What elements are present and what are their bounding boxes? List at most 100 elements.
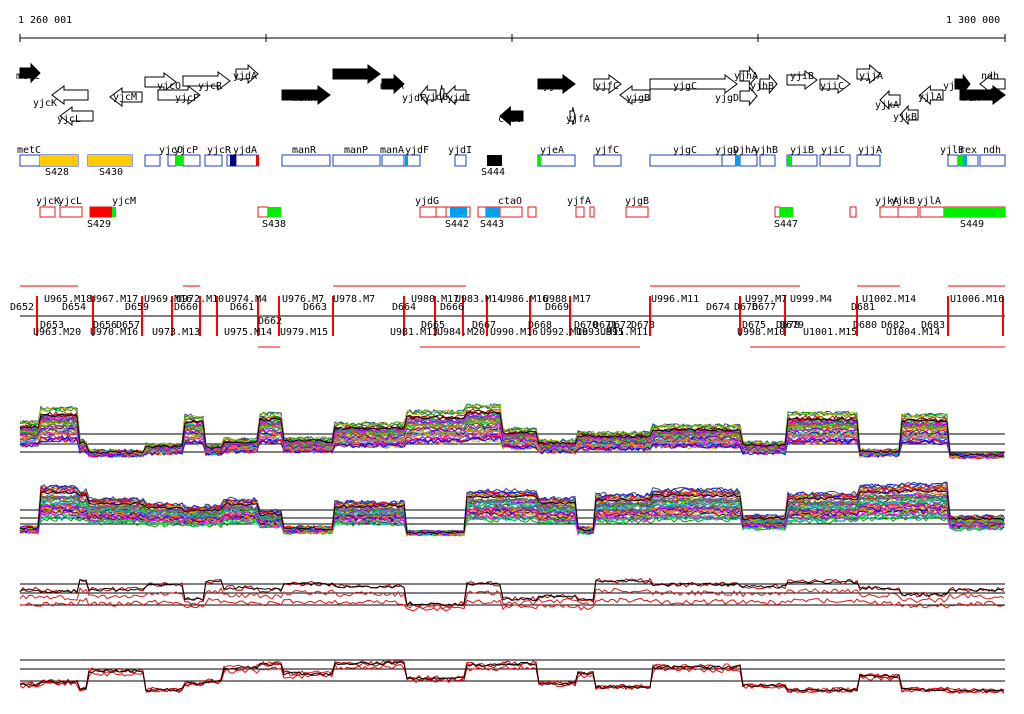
sense-feature-box[interactable] xyxy=(721,154,738,167)
gene-yjgD[interactable]: yjgD xyxy=(715,85,758,107)
profile-line xyxy=(19,587,1005,610)
upshift-label: U990.M16 xyxy=(490,327,538,338)
downshift-label: D680 xyxy=(853,320,877,331)
sense-feature-box[interactable] xyxy=(649,154,723,167)
gene-label: yjeA xyxy=(543,81,567,92)
sense-feature-box[interactable] xyxy=(537,154,576,167)
upshift-label: U1001.M15 xyxy=(803,327,857,338)
gene-manR[interactable]: manR xyxy=(281,85,331,105)
sense-feature-box[interactable] xyxy=(454,154,467,167)
gene-yjjA[interactable]: yjjA xyxy=(856,63,883,85)
antisense-feature-box[interactable] xyxy=(59,206,83,218)
antisense-feature-box[interactable] xyxy=(39,206,56,218)
gene-yjhB[interactable]: yjhB xyxy=(750,73,778,95)
gene-yjiB[interactable]: yjiB xyxy=(786,70,818,90)
sense-feature-box[interactable] xyxy=(182,154,201,167)
antisense-feature-box[interactable] xyxy=(849,206,857,218)
gene-yjdG[interactable]: yjdG xyxy=(424,84,448,104)
gene-yjhA[interactable]: yjhA xyxy=(734,65,758,87)
gene-yjcO[interactable]: yjcO xyxy=(144,72,181,92)
gene-yjlA[interactable]: yjlA xyxy=(918,84,944,106)
gene-yjkB[interactable]: yjkB xyxy=(893,104,919,126)
antisense-feature-box[interactable] xyxy=(527,206,537,218)
sense-feature-box[interactable] xyxy=(403,154,421,167)
antisense-feature-box[interactable] xyxy=(879,206,899,218)
upshift-label: U970.M16 xyxy=(90,327,138,338)
gene-yjkA[interactable]: yjkA xyxy=(875,89,901,111)
antisense-feature-box[interactable] xyxy=(774,206,781,218)
gene-label: yjcP xyxy=(175,93,199,104)
antisense-feature-box[interactable] xyxy=(435,206,447,218)
upshift-label: U1002.M14 xyxy=(862,294,916,305)
sense-feature-box[interactable] xyxy=(739,154,758,167)
profile-line xyxy=(19,510,1005,537)
sense-feature-box[interactable] xyxy=(856,154,881,167)
gene-arrow xyxy=(419,84,437,106)
downshift-label: D674 xyxy=(706,302,730,313)
gene-yjgC[interactable]: yjgC xyxy=(649,74,738,94)
profile-envelope xyxy=(19,410,1005,458)
sense-feature-box[interactable] xyxy=(947,154,959,167)
gene-yjfC[interactable]: yjfC xyxy=(593,74,622,94)
antisense-feature-box[interactable] xyxy=(257,206,269,218)
gene-label: yjdG xyxy=(424,92,448,103)
gene-ctaO[interactable]: ctaO xyxy=(498,105,524,127)
gene-label: yjdA xyxy=(233,71,257,82)
gene-manP[interactable]: manP xyxy=(332,64,381,84)
gene-yjcK[interactable]: yjcK xyxy=(33,85,89,109)
sense-feature-box[interactable] xyxy=(819,154,851,167)
gene-yjdF[interactable]: yjdF xyxy=(402,84,437,106)
gene-arrow xyxy=(332,64,381,84)
gene-label: ctaO xyxy=(498,114,522,125)
antisense-feature-box[interactable] xyxy=(575,206,585,218)
antisense-feature-box[interactable] xyxy=(919,206,945,218)
sense-feature-box[interactable] xyxy=(979,154,1006,167)
segment-fill xyxy=(538,155,541,166)
sense-feature-box[interactable] xyxy=(19,154,41,167)
downshift-label: D654 xyxy=(62,302,86,313)
sense-feature-label: yjfC xyxy=(595,145,619,156)
downshift-label: D675 xyxy=(742,320,766,331)
gene-label: yjhA xyxy=(734,71,758,82)
upshift-label: U996.M11 xyxy=(651,294,699,305)
antisense-feature-box[interactable] xyxy=(499,206,523,218)
sense-feature-box[interactable] xyxy=(144,154,161,167)
gene-ndh[interactable]: ndh xyxy=(959,71,1006,105)
downshift-label: D667 xyxy=(472,320,496,331)
gene-yjdI[interactable]: yjdI xyxy=(445,84,471,106)
gene-yjdA[interactable]: yjdA xyxy=(233,63,259,85)
gene-yjgB[interactable]: yjgB xyxy=(619,85,651,105)
antisense-feature-box[interactable] xyxy=(589,206,595,218)
sense-feature-box[interactable] xyxy=(332,154,381,167)
upshift-label: U997.M7 xyxy=(745,294,787,305)
gene-yjlB[interactable]: yjlB xyxy=(943,73,971,95)
gene-yjiC[interactable]: yjiC xyxy=(819,74,851,94)
antisense-feature-box[interactable] xyxy=(897,206,919,218)
gene-yjfA[interactable]: yjfA xyxy=(566,106,590,126)
gene-label: yjhB xyxy=(750,81,774,92)
antisense-feature-box[interactable] xyxy=(419,206,437,218)
antisense-segment-id: S429 xyxy=(87,219,111,230)
gene-yjcL[interactable]: yjcL xyxy=(57,106,94,126)
sense-feature-box[interactable] xyxy=(381,154,405,167)
gene-yjcM[interactable]: yjcM xyxy=(109,87,143,107)
sense-feature-box[interactable] xyxy=(759,154,776,167)
sense-feature-box[interactable] xyxy=(281,154,331,167)
sense-feature-box[interactable] xyxy=(593,154,622,167)
gene-yjcP[interactable]: yjcP xyxy=(157,85,201,105)
gene-arrow xyxy=(819,74,851,94)
antisense-feature-box[interactable] xyxy=(625,206,649,218)
sense-feature-box[interactable] xyxy=(204,154,223,167)
antisense-feature-box[interactable] xyxy=(477,206,487,218)
gene-arrow xyxy=(182,71,231,91)
sense-feature-label: rex xyxy=(959,145,977,156)
gene-yjcR[interactable]: yjcR xyxy=(182,71,231,92)
gene-metC[interactable]: metC xyxy=(16,62,41,84)
sense-feature-box[interactable] xyxy=(167,154,177,167)
gene-manA[interactable]: manA xyxy=(380,73,405,95)
gene-yjeA[interactable]: yjeA xyxy=(537,74,576,94)
gene-label: yjiB xyxy=(790,71,814,82)
sense-feature-box[interactable] xyxy=(235,154,259,167)
gene-label: manR xyxy=(292,93,317,104)
